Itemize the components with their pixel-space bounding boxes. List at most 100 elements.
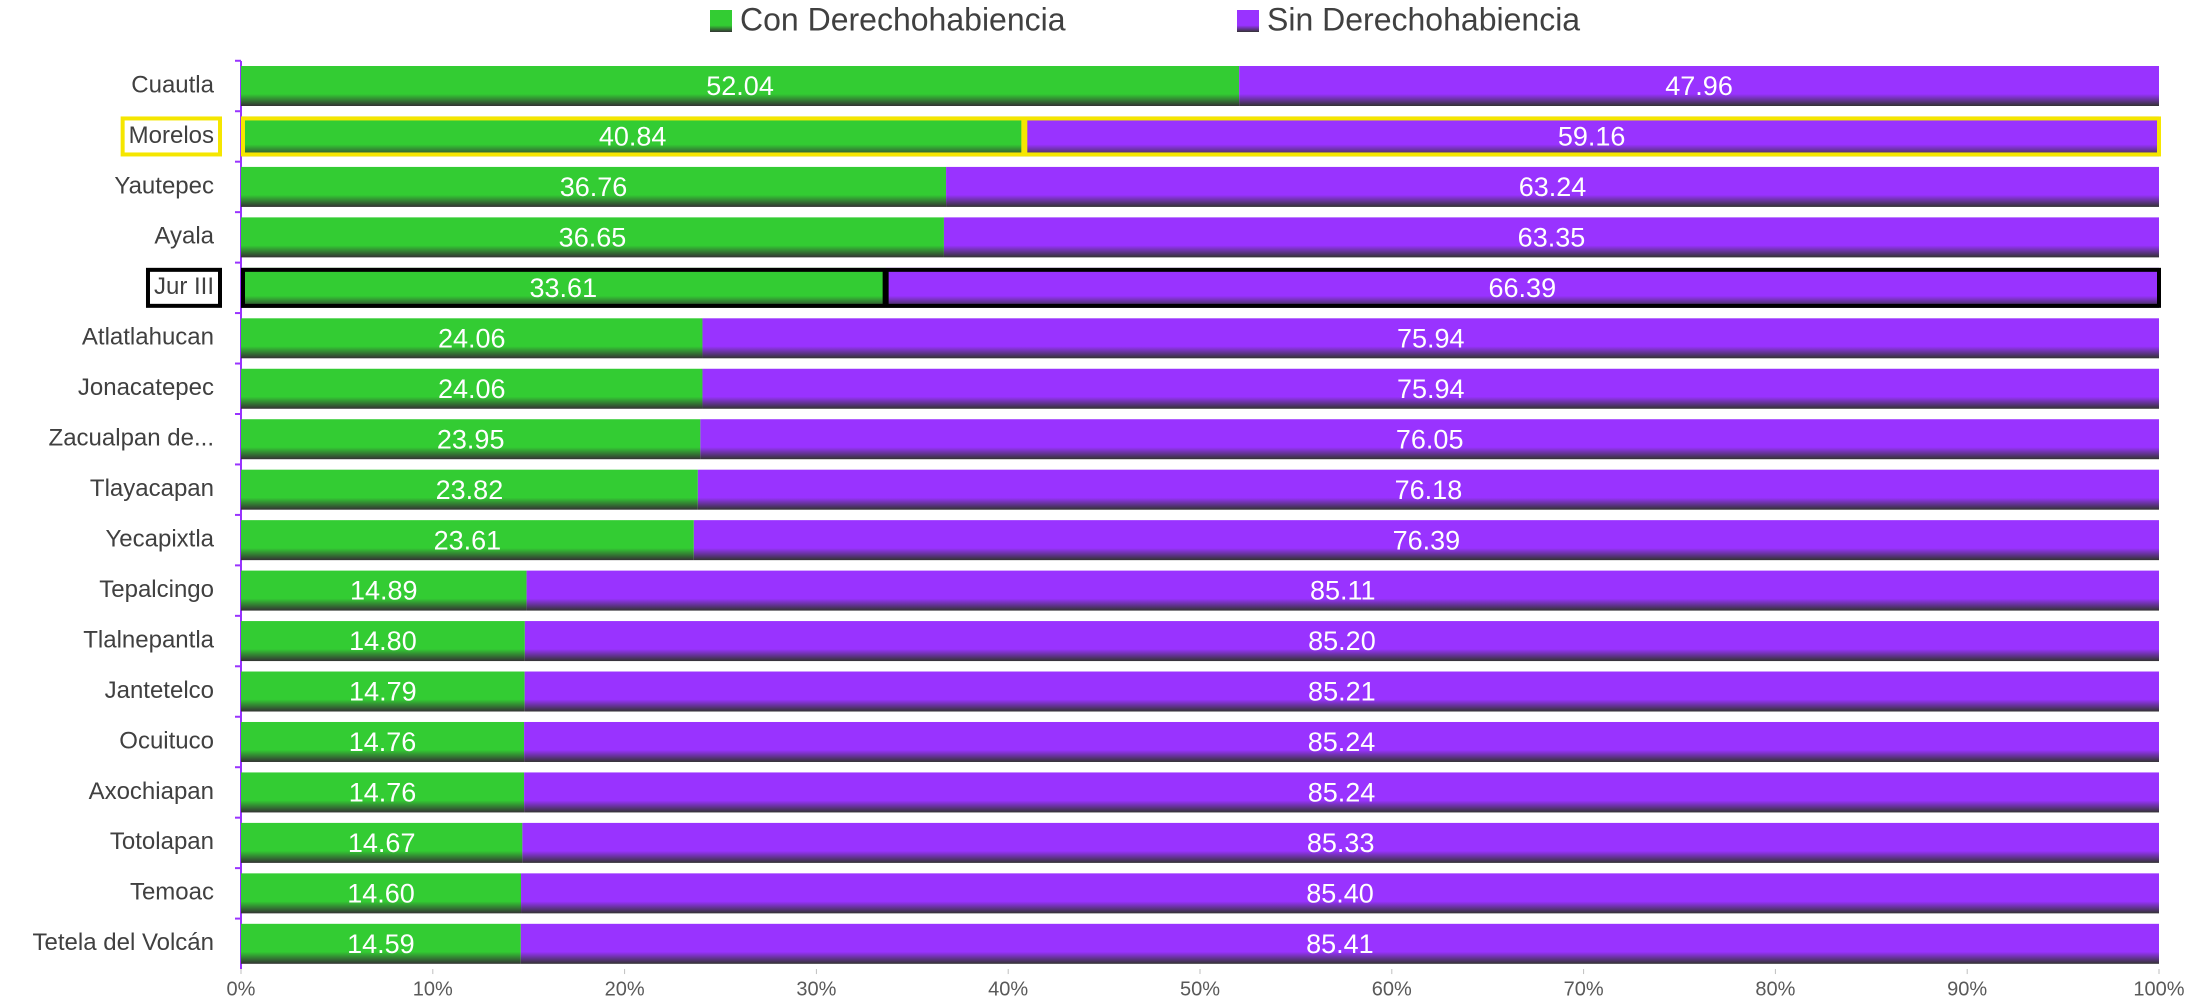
category-label: Ayala [154, 223, 214, 250]
category-label: Cuautla [131, 71, 214, 98]
bar-segment [241, 873, 522, 914]
bar-segment [702, 318, 2159, 359]
bar-segment [241, 570, 527, 611]
data-label: 75.94 [1397, 374, 1465, 404]
category-label: Jonacatepec [78, 374, 214, 401]
data-label: 47.96 [1665, 71, 1733, 101]
data-label: 24.06 [438, 374, 506, 404]
bar-segment [241, 469, 698, 510]
data-label: 40.84 [599, 122, 667, 152]
bar-segment [241, 923, 521, 964]
bar-segment [697, 469, 2159, 510]
data-label: 63.24 [1519, 172, 1587, 202]
category-label: Zacualpan de... [49, 425, 214, 452]
bar-segment [524, 671, 2160, 712]
highlight-label-box [145, 267, 222, 308]
category-label: Atlatlahucan [82, 324, 214, 351]
bar-segment [241, 267, 886, 308]
data-label: 14.76 [349, 727, 417, 757]
highlight-bar-box [241, 116, 2161, 157]
data-label: 85.24 [1308, 778, 1376, 808]
category-label: Jur III [154, 273, 214, 300]
data-label: 23.82 [436, 475, 504, 505]
data-label: 14.76 [349, 778, 417, 808]
x-tick-label: 100% [2133, 978, 2184, 1000]
data-label: 85.11 [1310, 576, 1376, 606]
data-label: 59.16 [1558, 122, 1626, 152]
category-label: Ocuituco [119, 727, 214, 754]
bar-segment [241, 217, 944, 258]
x-tick-label: 30% [796, 978, 836, 1000]
bar-segment [241, 520, 694, 561]
category-label: Morelos [129, 122, 214, 149]
category-label: Jantetelco [105, 677, 214, 704]
data-label: 14.60 [347, 878, 415, 908]
bar-segment [241, 419, 701, 460]
data-label: 85.24 [1308, 727, 1376, 757]
bar-segment [241, 671, 525, 712]
bar-segment [241, 822, 523, 863]
bar-segment [522, 822, 2159, 863]
data-label: 66.39 [1489, 273, 1557, 303]
bar-segment [702, 368, 2159, 409]
highlight-bar-box [241, 267, 2161, 308]
data-label: 75.94 [1397, 323, 1465, 353]
bar-segment [521, 873, 2159, 914]
legend-swatch [710, 10, 732, 32]
bar-segment [241, 721, 525, 762]
data-label: 52.04 [706, 71, 774, 101]
x-tick-label: 40% [988, 978, 1028, 1000]
bar-segment [943, 217, 2159, 258]
bar-segment [520, 923, 2159, 964]
data-label: 85.20 [1308, 626, 1376, 656]
data-label: 85.41 [1306, 929, 1374, 959]
x-tick-label: 90% [1947, 978, 1987, 1000]
bar-segment [526, 570, 2159, 611]
category-label: Tlalnepantla [83, 626, 214, 653]
bar-segment [241, 66, 1240, 106]
bar-segment [241, 116, 1025, 157]
legend-swatch [1237, 10, 1259, 32]
data-label: 14.67 [348, 828, 416, 858]
data-label: 76.18 [1395, 475, 1463, 505]
bar-segment [241, 368, 703, 409]
bar-segment [241, 318, 703, 359]
data-label: 76.05 [1396, 424, 1464, 454]
x-tick-label: 50% [1180, 978, 1220, 1000]
data-label: 23.61 [434, 525, 502, 555]
bar-segment [241, 166, 947, 207]
data-label: 36.76 [560, 172, 628, 202]
category-label: Yautepec [114, 172, 214, 199]
bar-segment [693, 520, 2159, 561]
data-label: 36.65 [559, 223, 627, 253]
bar-segment [700, 419, 2159, 460]
category-label: Tlayacapan [90, 475, 214, 502]
data-label: 76.39 [1393, 525, 1461, 555]
data-label: 14.80 [349, 626, 417, 656]
data-label: 24.06 [438, 323, 506, 353]
data-label: 85.40 [1306, 878, 1374, 908]
bar-segment [1239, 66, 2159, 106]
x-tick-label: 0% [227, 978, 256, 1000]
bar-segment [241, 772, 525, 813]
data-label: 33.61 [530, 273, 598, 303]
legend-label: Sin Derechohabiencia [1267, 1, 1580, 37]
x-tick-label: 80% [1755, 978, 1795, 1000]
category-label: Axochiapan [89, 778, 214, 805]
category-label: Yecapixtla [105, 525, 214, 552]
data-label: 85.33 [1307, 828, 1375, 858]
x-tick-label: 70% [1564, 978, 1604, 1000]
bar-segment [524, 721, 2159, 762]
data-label: 63.35 [1518, 223, 1586, 253]
category-label: Temoac [130, 879, 214, 906]
category-label: Tepalcingo [99, 576, 214, 603]
bar-segment [524, 621, 2159, 662]
bar-segment [241, 621, 525, 662]
data-label: 14.89 [350, 576, 418, 606]
legend-label: Con Derechohabiencia [740, 1, 1066, 37]
category-label: Tetela del Volcán [33, 929, 214, 956]
data-label: 14.59 [347, 929, 415, 959]
data-label: 14.79 [349, 677, 417, 707]
highlight-label-box [120, 116, 222, 157]
